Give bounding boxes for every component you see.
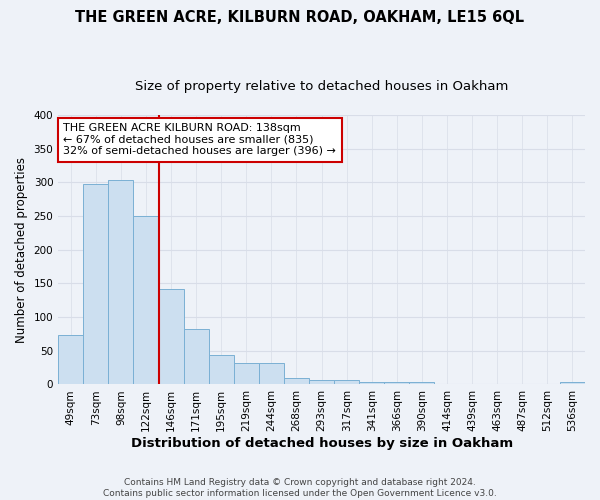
Bar [259, 363, 284, 384]
Text: Contains HM Land Registry data © Crown copyright and database right 2024.
Contai: Contains HM Land Registry data © Crown c… [103, 478, 497, 498]
Bar [158, 289, 184, 384]
Bar [385, 382, 409, 384]
Title: Size of property relative to detached houses in Oakham: Size of property relative to detached ho… [135, 80, 508, 93]
Bar [133, 216, 158, 384]
X-axis label: Distribution of detached houses by size in Oakham: Distribution of detached houses by size … [131, 437, 512, 450]
Bar [234, 363, 259, 384]
Bar [334, 380, 359, 384]
Y-axis label: Number of detached properties: Number of detached properties [15, 156, 28, 342]
Bar [58, 336, 83, 384]
Bar [184, 328, 209, 384]
Bar [109, 180, 133, 384]
Text: THE GREEN ACRE KILBURN ROAD: 138sqm
← 67% of detached houses are smaller (835)
3: THE GREEN ACRE KILBURN ROAD: 138sqm ← 67… [64, 123, 337, 156]
Text: THE GREEN ACRE, KILBURN ROAD, OAKHAM, LE15 6QL: THE GREEN ACRE, KILBURN ROAD, OAKHAM, LE… [76, 10, 524, 25]
Bar [359, 382, 385, 384]
Bar [209, 355, 234, 384]
Bar [560, 382, 585, 384]
Bar [83, 184, 109, 384]
Bar [409, 382, 434, 384]
Bar [284, 378, 309, 384]
Bar [309, 380, 334, 384]
